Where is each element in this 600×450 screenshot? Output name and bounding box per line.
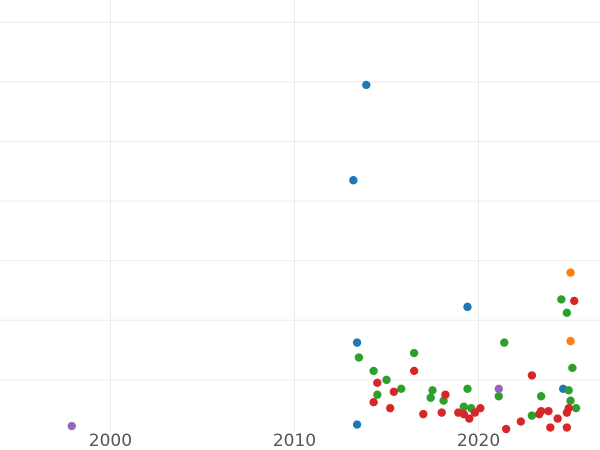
data-point [516, 417, 526, 426]
data-point [352, 338, 362, 347]
data-point [527, 371, 537, 380]
data-point [369, 398, 378, 407]
data-point [465, 414, 474, 423]
data-point [566, 396, 575, 405]
data-point [494, 392, 503, 401]
data-point [566, 336, 575, 346]
data-point [426, 393, 435, 402]
data-point [527, 411, 537, 420]
data-point [570, 296, 579, 306]
data-point [501, 424, 511, 434]
data-point [397, 384, 406, 393]
data-point [459, 402, 469, 411]
data-point [476, 403, 485, 413]
data-point [428, 386, 437, 395]
data-point [419, 409, 428, 419]
grid-layer [0, 0, 600, 432]
data-point [373, 390, 382, 399]
data-point [568, 363, 577, 373]
data-point [369, 366, 378, 376]
data-point [571, 403, 581, 413]
data-point [536, 406, 546, 416]
data-point [354, 353, 364, 362]
data-point [536, 392, 546, 401]
data-point [437, 408, 446, 417]
data-point [352, 420, 362, 429]
data-point [500, 338, 509, 347]
data-point [409, 348, 419, 358]
data-point [382, 375, 391, 385]
data-point [67, 421, 76, 431]
data-point [385, 403, 395, 413]
data-point [463, 384, 472, 393]
data-point [409, 366, 419, 376]
x-tick-label: 2020 [457, 431, 500, 450]
data-point [544, 406, 553, 416]
data-point [441, 390, 450, 399]
data-point [564, 403, 573, 413]
data-point [362, 80, 371, 90]
data-point [562, 308, 572, 318]
data-point [546, 423, 555, 432]
data-point [566, 268, 575, 277]
data-point [349, 176, 358, 185]
points-layer [67, 80, 581, 434]
data-point [562, 423, 572, 432]
data-point [557, 295, 566, 304]
data-point [389, 387, 399, 396]
x-axis: 2000 2010 2020 [89, 431, 500, 450]
data-point [373, 378, 382, 388]
data-point [463, 302, 472, 312]
x-tick-label: 2000 [89, 431, 132, 450]
x-tick-label: 2010 [273, 431, 316, 450]
data-point [494, 384, 503, 393]
data-point [564, 386, 573, 395]
data-point [553, 414, 562, 423]
